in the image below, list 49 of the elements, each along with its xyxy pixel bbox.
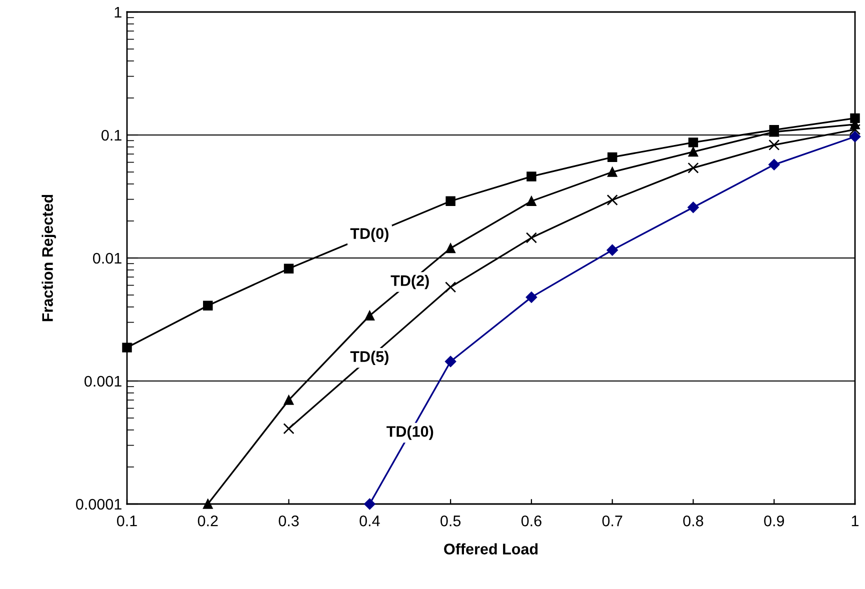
x-tick-label: 0.2 (198, 516, 218, 526)
point (849, 131, 861, 142)
point (688, 162, 699, 174)
series-label: TD(10) (386, 426, 434, 440)
point (607, 167, 618, 177)
point (203, 499, 213, 509)
y-tick-label: 1 (114, 7, 122, 18)
point (688, 138, 698, 148)
point (446, 196, 456, 206)
point (606, 244, 618, 256)
y-axis-title: Fraction Rejected (42, 194, 56, 322)
x-tick-label: 0.9 (764, 516, 784, 526)
point (364, 498, 376, 510)
x-tick-label: 0.8 (683, 516, 704, 526)
x-tick-label: 1 (852, 516, 859, 526)
series-label: TD(0) (350, 228, 388, 242)
point (122, 342, 132, 352)
series-label: TD(5) (350, 350, 388, 365)
x-tick-label: 0.3 (278, 516, 299, 526)
point (526, 292, 538, 303)
y-tick-label: 0.0001 (76, 498, 122, 510)
x-axis-title: Offered Load (444, 543, 538, 554)
point (688, 202, 699, 213)
x-tick-label: 0.4 (360, 516, 380, 526)
series-label: TD(2) (390, 274, 429, 290)
y-tick-label: 0.001 (84, 376, 122, 387)
point (203, 300, 213, 310)
point (446, 243, 456, 254)
point (284, 395, 294, 405)
x-tick-label: 0.1 (116, 516, 137, 526)
x-tick-label: 0.5 (440, 516, 461, 526)
y-tick-label: 0.01 (93, 252, 122, 264)
point (284, 264, 294, 274)
point (688, 146, 698, 157)
point (849, 124, 861, 135)
point (526, 172, 536, 182)
point (283, 423, 294, 434)
x-tick-label: 0.6 (521, 516, 542, 526)
point (444, 356, 456, 368)
point (606, 194, 618, 206)
x-tick-label: 0.7 (602, 516, 622, 526)
point (364, 310, 375, 320)
point (768, 159, 780, 170)
point (526, 196, 536, 206)
point (607, 152, 618, 162)
y-tick-label: 0.1 (102, 130, 122, 141)
point (526, 232, 537, 244)
point (445, 282, 456, 293)
point (768, 139, 780, 151)
